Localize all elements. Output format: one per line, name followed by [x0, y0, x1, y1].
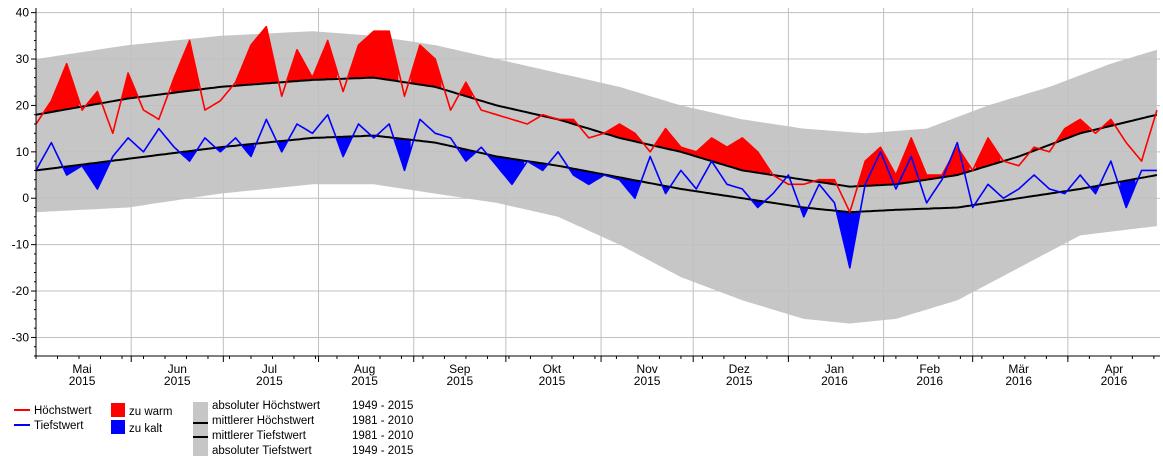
too-warm-area	[975, 137, 1001, 170]
too-cold-area	[837, 210, 859, 268]
legend: Höchstwert Tiefstwert zu warm zu kalt ab…	[14, 400, 413, 457]
too-warm-area-layer	[45, 26, 1114, 187]
too-warm-area	[287, 40, 337, 82]
x-tick-month-label: Mai	[72, 362, 91, 376]
y-tick-label: -20	[12, 284, 30, 298]
too-cold-area	[63, 161, 110, 189]
x-tick-year-label: 2015	[351, 374, 378, 388]
x-tick-year-label: 2015	[69, 374, 96, 388]
x-tick-month-label: Jul	[262, 362, 277, 376]
legend-zu-warm-swatch	[111, 403, 125, 417]
series-line-layer	[35, 25, 1158, 269]
x-tick-year-label: 2016	[1101, 374, 1128, 388]
too-warm-area	[1058, 119, 1090, 142]
x-tick-year-label: 2015	[446, 374, 473, 388]
too-warm-area	[656, 128, 770, 175]
legend-mean-min-period: 1981 - 2010	[352, 430, 413, 442]
x-tick-month-label: Sep	[449, 362, 471, 376]
y-tick-label: 10	[16, 145, 30, 159]
too-cold-area	[337, 136, 353, 157]
too-cold-area	[662, 185, 669, 194]
axis-layer: 403020100-10-20-30Mai2015Jun2015Jul2015A…	[12, 6, 1160, 388]
x-tick-year-label: 2015	[634, 374, 661, 388]
too-warm-area	[122, 73, 138, 100]
legend-abs-min-label: absoluter Tiefstwert	[212, 445, 313, 457]
legend-abs-max-period: 1949 - 2015	[352, 400, 413, 412]
mean-max-line	[35, 76, 1158, 188]
y-tick-label: -10	[12, 238, 30, 252]
legend-hoechstwert-label: Höchstwert	[34, 405, 92, 417]
y-tick-label: 30	[16, 52, 30, 66]
mean-min-line	[35, 134, 1158, 214]
too-cold-area	[180, 150, 196, 162]
too-warm-area	[859, 137, 970, 187]
legend-mean-max-period: 1981 - 2010	[352, 415, 413, 427]
x-tick-month-label: Aug	[354, 362, 375, 376]
too-cold-area	[800, 207, 807, 217]
legend-zu-kalt-label: zu kalt	[129, 423, 163, 435]
legend-abs-min-period: 1949 - 2015	[352, 445, 413, 457]
legend-mean-min-label: mittlerer Tiefstwert	[212, 430, 307, 442]
y-tick-label: 0	[22, 191, 29, 205]
y-tick-label: 20	[16, 98, 30, 112]
x-tick-month-label: Jun	[168, 362, 187, 376]
x-tick-month-label: Apr	[1105, 362, 1124, 376]
legend-tiefstwert-label: Tiefstwert	[34, 420, 84, 432]
too-warm-area	[235, 26, 279, 86]
legend-abs-max-label: absoluter Höchstwert	[212, 400, 321, 412]
x-tick-year-label: 2015	[539, 374, 566, 388]
legend-zu-warm-label: zu warm	[129, 406, 172, 418]
x-tick-year-label: 2016	[821, 374, 848, 388]
x-tick-month-label: Mär	[1008, 362, 1029, 376]
x-tick-month-label: Jan	[825, 362, 844, 376]
x-tick-year-label: 2015	[726, 374, 753, 388]
x-tick-year-label: 2015	[256, 374, 283, 388]
legend-band-swatch	[193, 402, 208, 456]
x-tick-year-label: 2015	[164, 374, 191, 388]
too-warm-area	[88, 91, 101, 106]
x-tick-month-label: Nov	[636, 362, 657, 376]
too-cold-area	[241, 143, 254, 157]
too-warm-area	[459, 82, 473, 98]
x-tick-month-label: Dez	[729, 362, 750, 376]
too-cold-area	[570, 168, 641, 199]
too-warm-area	[410, 45, 442, 89]
hoechstwert-line	[35, 25, 1158, 213]
legend-mean-max-label: mittlerer Höchstwert	[212, 415, 315, 427]
x-tick-month-label: Feb	[919, 362, 940, 376]
x-tick-year-label: 2016	[916, 374, 943, 388]
y-tick-label: -30	[12, 330, 30, 344]
legend-zu-kalt-swatch	[111, 420, 125, 434]
too-warm-area	[607, 124, 641, 143]
y-tick-label: 40	[16, 6, 30, 20]
tiefstwert-line	[35, 113, 1157, 269]
too-warm-area	[349, 31, 399, 82]
x-tick-year-label: 2016	[1005, 374, 1032, 388]
x-tick-month-label: Okt	[543, 362, 562, 376]
too-cold-area	[487, 154, 525, 185]
